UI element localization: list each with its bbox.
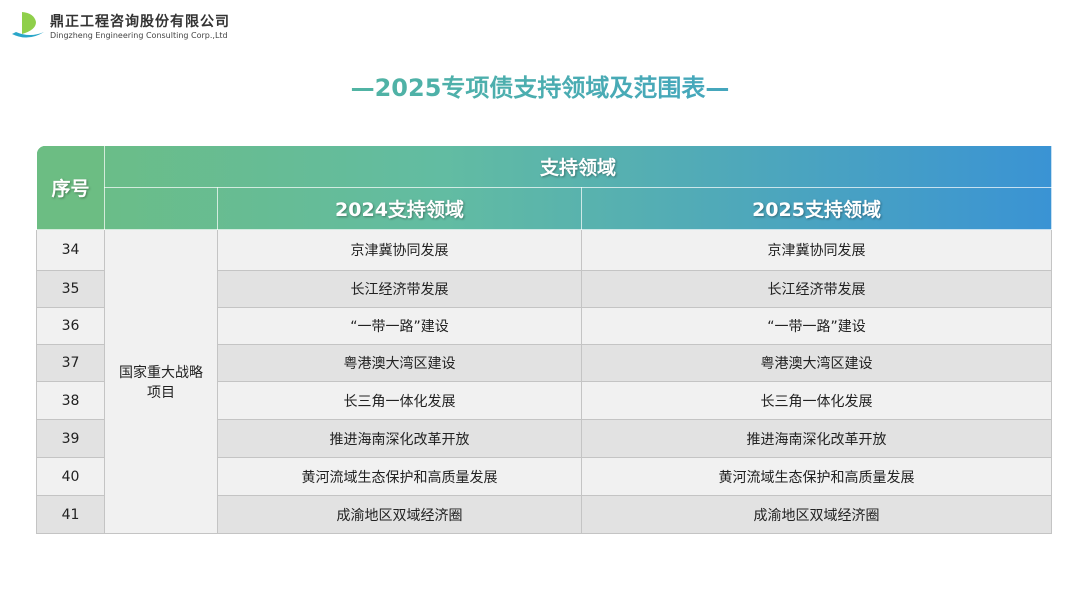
company-logo: 鼎正工程咨询股份有限公司 Dingzheng Engineering Consu… — [10, 8, 230, 42]
cell-2024: “一带一路”建设 — [217, 307, 582, 345]
page-title: —2025专项债支持领域及范围表— — [0, 68, 1080, 103]
row-number: 37 — [36, 344, 105, 382]
category-cell: 国家重大战略项目 — [104, 229, 218, 534]
table-row: 39 推进海南深化改革开放 推进海南深化改革开放 — [36, 419, 1053, 458]
table-row: 38 长三角一体化发展 长三角一体化发展 — [36, 381, 1053, 420]
row-number: 39 — [36, 419, 105, 458]
company-name-en: Dingzheng Engineering Consulting Corp.,L… — [50, 30, 228, 40]
row-number: 41 — [36, 495, 105, 534]
cell-2024: 京津冀协同发展 — [217, 229, 582, 271]
header-index: 序号 — [36, 145, 105, 230]
cell-2025: 京津冀协同发展 — [580, 229, 1053, 271]
row-number: 38 — [36, 381, 105, 420]
row-number: 34 — [36, 229, 105, 271]
header-2024: 2024支持领域 — [217, 187, 582, 230]
header-blank — [104, 187, 218, 230]
table-row: 34 国家重大战略项目 京津冀协同发展 京津冀协同发展 — [36, 229, 1053, 534]
table-row: 37 粤港澳大湾区建设 粤港澳大湾区建设 — [36, 344, 1053, 382]
cell-2025: 推进海南深化改革开放 — [580, 419, 1053, 458]
cell-2025: 黄河流域生态保护和高质量发展 — [580, 457, 1053, 496]
logo-icon — [12, 12, 44, 38]
table-row: 41 成渝地区双域经济圈 成渝地区双域经济圈 — [36, 495, 1053, 534]
cell-2024: 成渝地区双域经济圈 — [217, 495, 582, 534]
cell-2025: 长三角一体化发展 — [580, 381, 1053, 420]
cell-2024: 粤港澳大湾区建设 — [217, 344, 582, 382]
cell-2025: “一带一路”建设 — [580, 307, 1053, 345]
row-number: 35 — [36, 270, 105, 308]
cell-2024: 长三角一体化发展 — [217, 381, 582, 420]
company-name-cn: 鼎正工程咨询股份有限公司 — [50, 13, 230, 30]
row-number: 40 — [36, 457, 105, 496]
table-row: 35 长江经济带发展 长江经济带发展 — [36, 270, 1053, 308]
cell-2025: 成渝地区双域经济圈 — [580, 495, 1053, 534]
cell-2024: 推进海南深化改革开放 — [217, 419, 582, 458]
table-row: 36 “一带一路”建设 “一带一路”建设 — [36, 307, 1053, 345]
cell-2024: 长江经济带发展 — [217, 270, 582, 308]
row-number: 36 — [36, 307, 105, 345]
support-table: 序号 支持领域 2024支持领域 2025支持领域 34 国家重大战略项目 京津冀协… — [36, 145, 1053, 534]
cell-2024: 黄河流域生态保护和高质量发展 — [217, 457, 582, 496]
cell-2025: 长江经济带发展 — [580, 270, 1053, 308]
header-2025: 2025支持领域 — [580, 187, 1053, 230]
header-group: 支持领域 — [103, 145, 1053, 188]
cell-2025: 粤港澳大湾区建设 — [580, 344, 1053, 382]
